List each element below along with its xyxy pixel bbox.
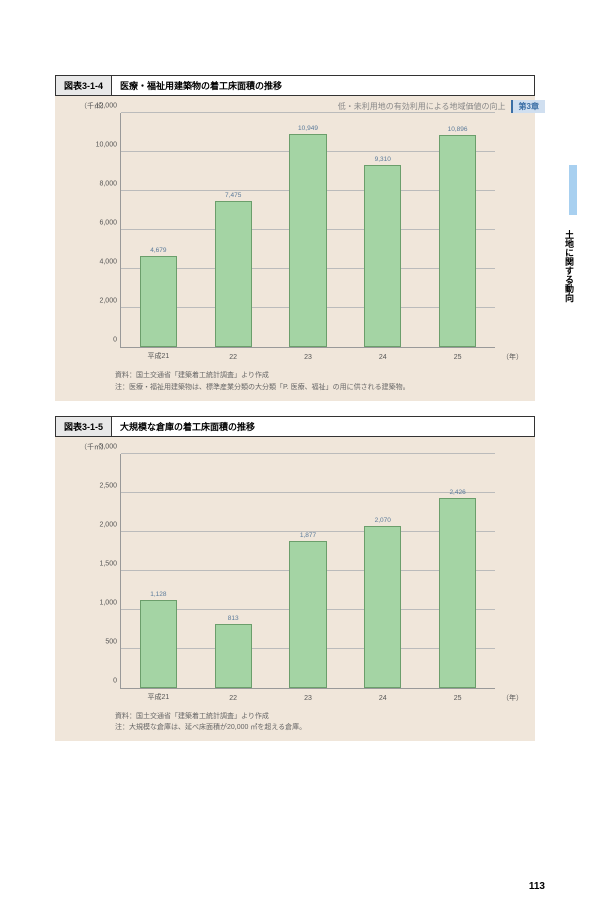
x-tick: 平成21: [147, 351, 169, 361]
bar-label: 813: [216, 615, 251, 622]
x-tick: 22: [229, 695, 237, 702]
y-tick: 12,000: [89, 103, 117, 110]
bar: 1,128: [140, 600, 177, 688]
y-tick: 3,000: [89, 443, 117, 450]
page-number: 113: [529, 881, 545, 892]
bar: 4,679: [140, 256, 177, 347]
y-tick: 2,000: [89, 521, 117, 528]
bar-label: 2,426: [440, 489, 475, 496]
plot-area: 05001,0001,5002,0002,5003,000平成211,12822…: [120, 454, 495, 689]
bar: 10,949: [289, 134, 326, 348]
bar-label: 4,679: [141, 247, 176, 254]
y-tick: 1,500: [89, 560, 117, 567]
x-tick: 23: [304, 354, 312, 361]
y-tick: 8,000: [89, 181, 117, 188]
chart-title: 医療・福祉用建築物の着工床面積の推移: [112, 76, 534, 95]
bar-label: 10,949: [290, 125, 325, 132]
bar-label: 10,896: [440, 126, 475, 133]
bar: 10,896: [439, 135, 476, 347]
chart-note: 注：医療・福祉用建築物は、標準産業分類の大分類「P. 医療、福祉」の用に供される…: [115, 383, 515, 393]
chart-area: （千㎡）（年）05001,0001,5002,0002,5003,000平成21…: [90, 452, 515, 707]
x-tick: 25: [454, 695, 462, 702]
chart-number: 図表3-1-5: [56, 417, 112, 436]
bar: 813: [215, 624, 252, 687]
y-tick: 0: [89, 677, 117, 684]
x-tick: 23: [304, 695, 312, 702]
chart-area: （千㎡）（年）02,0004,0006,0008,00010,00012,000…: [90, 111, 515, 366]
y-tick: 6,000: [89, 220, 117, 227]
chart-note: 資料：国土交通省「建築着工統計調査」より作成: [115, 712, 515, 722]
y-tick: 2,000: [89, 298, 117, 305]
x-tick: 24: [379, 695, 387, 702]
bar: 9,310: [364, 165, 401, 347]
y-tick: 4,000: [89, 259, 117, 266]
bar-label: 9,310: [365, 156, 400, 163]
plot-area: 02,0004,0006,0008,00010,00012,000平成214,6…: [120, 113, 495, 348]
x-axis-unit: （年）: [502, 693, 523, 703]
chart-panel-1: 図表3-1-5大規模な倉庫の着工床面積の推移（千㎡）（年）05001,0001,…: [55, 416, 535, 742]
x-tick: 平成21: [147, 692, 169, 702]
bar-label: 2,070: [365, 517, 400, 524]
chart-title: 大規模な倉庫の着工床面積の推移: [112, 417, 534, 436]
y-tick: 10,000: [89, 142, 117, 149]
bar: 2,070: [364, 526, 401, 687]
bar-label: 7,475: [216, 192, 251, 199]
side-tab-text: 土地に関する動向: [559, 230, 576, 302]
y-tick: 500: [89, 638, 117, 645]
bar-label: 1,877: [290, 532, 325, 539]
chart-number: 図表3-1-4: [56, 76, 112, 95]
chapter-badge: 第3章: [511, 100, 545, 113]
bar: 7,475: [215, 201, 252, 347]
bar: 2,426: [439, 498, 476, 687]
y-tick: 2,500: [89, 482, 117, 489]
y-tick: 0: [89, 337, 117, 344]
side-tab: 土地に関する動向: [559, 165, 577, 302]
chart-note: 注：大規模な倉庫は、延べ床面積が20,000 ㎡を超える倉庫。: [115, 723, 515, 733]
bar-label: 1,128: [141, 591, 176, 598]
chart-note: 資料：国土交通省「建築着工統計調査」より作成: [115, 371, 515, 381]
x-tick: 22: [229, 354, 237, 361]
bar: 1,877: [289, 541, 326, 687]
chart-panel-0: 図表3-1-4医療・福祉用建築物の着工床面積の推移（千㎡）（年）02,0004,…: [55, 75, 535, 401]
x-axis-unit: （年）: [502, 352, 523, 362]
x-tick: 25: [454, 354, 462, 361]
y-tick: 1,000: [89, 599, 117, 606]
x-tick: 24: [379, 354, 387, 361]
